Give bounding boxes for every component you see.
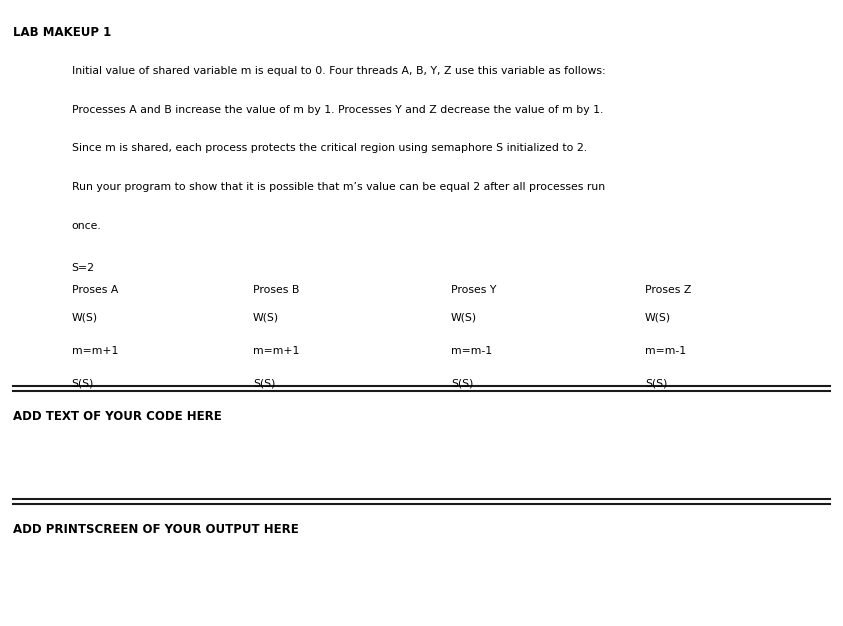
Text: S=2: S=2: [72, 263, 94, 273]
Text: m=m-1: m=m-1: [645, 346, 686, 356]
Text: m=m+1: m=m+1: [253, 346, 299, 356]
Text: W(S): W(S): [451, 313, 477, 323]
Text: once.: once.: [72, 221, 101, 231]
Text: Proses Z: Proses Z: [645, 285, 691, 295]
Text: ADD TEXT OF YOUR CODE HERE: ADD TEXT OF YOUR CODE HERE: [13, 410, 222, 423]
Text: Run your program to show that it is possible that m’s value can be equal 2 after: Run your program to show that it is poss…: [72, 182, 604, 192]
Text: Proses Y: Proses Y: [451, 285, 497, 295]
Text: Initial value of shared variable m is equal to 0. Four threads A, B, Y, Z use th: Initial value of shared variable m is eq…: [72, 66, 605, 76]
Text: LAB MAKEUP 1: LAB MAKEUP 1: [13, 26, 111, 39]
Text: W(S): W(S): [253, 313, 279, 323]
Text: S(S): S(S): [72, 378, 94, 388]
Text: S(S): S(S): [253, 378, 276, 388]
Text: S(S): S(S): [645, 378, 668, 388]
Text: W(S): W(S): [72, 313, 98, 323]
Text: m=m+1: m=m+1: [72, 346, 118, 356]
Text: W(S): W(S): [645, 313, 671, 323]
Text: Processes A and B increase the value of m by 1. Processes Y and Z decrease the v: Processes A and B increase the value of …: [72, 105, 603, 115]
Text: Proses A: Proses A: [72, 285, 118, 295]
Text: Proses B: Proses B: [253, 285, 299, 295]
Text: m=m-1: m=m-1: [451, 346, 492, 356]
Text: Since m is shared, each process protects the critical region using semaphore S i: Since m is shared, each process protects…: [72, 143, 587, 153]
Text: ADD PRINTSCREEN OF YOUR OUTPUT HERE: ADD PRINTSCREEN OF YOUR OUTPUT HERE: [13, 523, 298, 536]
Text: S(S): S(S): [451, 378, 474, 388]
